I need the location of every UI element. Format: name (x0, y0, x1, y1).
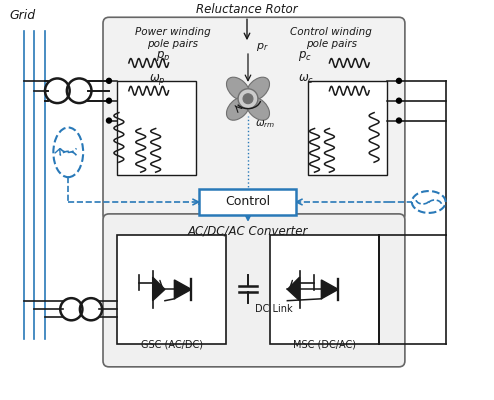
Text: Grid: Grid (10, 9, 36, 22)
FancyBboxPatch shape (200, 189, 296, 215)
Text: $p_c$: $p_c$ (298, 49, 312, 63)
Text: Power winding
pole pairs: Power winding pole pairs (135, 27, 210, 49)
Text: Control winding
pole pairs: Control winding pole pairs (290, 27, 372, 49)
Ellipse shape (246, 77, 270, 100)
Polygon shape (153, 277, 165, 301)
Circle shape (107, 118, 112, 123)
Text: GSC (AC/DC): GSC (AC/DC) (140, 339, 203, 349)
Polygon shape (288, 277, 300, 301)
FancyBboxPatch shape (308, 81, 387, 175)
Text: $p_p$: $p_p$ (156, 48, 170, 64)
Text: AC/DC/AC Converter: AC/DC/AC Converter (188, 225, 308, 238)
Circle shape (107, 78, 112, 83)
FancyBboxPatch shape (117, 81, 196, 175)
Circle shape (107, 98, 112, 103)
Text: $\omega_c$: $\omega_c$ (298, 73, 314, 86)
Text: DC Link: DC Link (255, 304, 292, 314)
Text: MagneticCoupling: MagneticCoupling (198, 197, 298, 207)
Text: $\omega_{rm}$: $\omega_{rm}$ (255, 118, 275, 130)
Ellipse shape (246, 97, 270, 120)
Text: $p_r$: $p_r$ (256, 41, 269, 53)
Ellipse shape (226, 97, 250, 120)
Polygon shape (321, 280, 338, 299)
FancyBboxPatch shape (103, 17, 405, 221)
FancyBboxPatch shape (270, 235, 379, 344)
FancyBboxPatch shape (117, 235, 226, 344)
Text: $\omega_p$: $\omega_p$ (149, 72, 165, 87)
Circle shape (397, 78, 402, 83)
Text: Control: Control (225, 196, 271, 208)
Circle shape (238, 89, 258, 109)
Text: Reluctance Rotor: Reluctance Rotor (196, 3, 298, 16)
Circle shape (243, 94, 253, 104)
Circle shape (397, 98, 402, 103)
Ellipse shape (226, 77, 250, 100)
FancyBboxPatch shape (103, 214, 405, 367)
Polygon shape (174, 280, 191, 299)
Circle shape (397, 118, 402, 123)
Text: MSC (DC/AC): MSC (DC/AC) (293, 339, 356, 349)
